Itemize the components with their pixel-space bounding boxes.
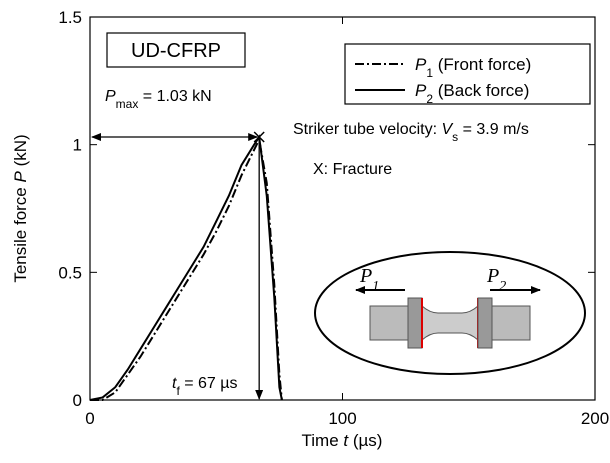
- annotation: tf = 67 µs: [172, 375, 238, 398]
- text-run: (kN): [11, 134, 30, 171]
- x-tick-label: 0: [85, 409, 94, 428]
- inset-label: P2: [486, 265, 506, 294]
- y-tick-label: 0.5: [58, 263, 82, 282]
- text-run: = 1.03 kN: [138, 88, 211, 105]
- x-axis-label: Time t (µs): [302, 431, 383, 450]
- text-run: V: [442, 121, 454, 138]
- text-run: s: [452, 130, 458, 144]
- annotation: Pmax = 1.03 kN: [105, 88, 212, 111]
- text-run: (µs): [348, 431, 382, 450]
- specimen-end: [369, 305, 409, 341]
- specimen-grip: [407, 297, 423, 349]
- box-label: UD-CFRP: [131, 40, 221, 62]
- y-tick-label: 1: [73, 136, 82, 155]
- x-tick-label: 100: [328, 409, 356, 428]
- inset-label: P1: [359, 265, 379, 294]
- annotation: X: Fracture: [313, 161, 392, 178]
- inset: [314, 251, 586, 375]
- specimen-grip: [477, 297, 493, 349]
- label-box: [106, 32, 246, 68]
- text-run: Time: [302, 431, 344, 450]
- x-tick-label: 200: [581, 409, 609, 428]
- series-line: [89, 134, 283, 401]
- y-tick-label: 1.5: [58, 8, 82, 27]
- text-run: f: [176, 384, 180, 398]
- legend-box: [344, 43, 591, 105]
- text-run: max: [116, 97, 139, 111]
- text-run: = 3.9 m/s: [458, 121, 529, 138]
- series-line: [90, 136, 283, 401]
- legend-label: P2 (Back force): [415, 81, 529, 106]
- text-run: Striker tube velocity:: [293, 121, 442, 138]
- specimen-end: [491, 305, 531, 341]
- text-run: X: Fracture: [313, 161, 392, 178]
- text-run: = 67 µs: [180, 375, 238, 392]
- text-run: Tensile force: [11, 183, 30, 283]
- y-axis-label: Tensile force P (kN): [11, 134, 30, 282]
- text-run: P: [11, 171, 30, 183]
- y-tick-label: 0: [73, 391, 82, 410]
- legend-label: P1 (Front force): [415, 55, 531, 80]
- text-run: t: [172, 375, 177, 392]
- text-run: P: [105, 88, 116, 105]
- annotation: Striker tube velocity: Vs = 3.9 m/s: [293, 121, 529, 144]
- text-run: t: [343, 431, 349, 450]
